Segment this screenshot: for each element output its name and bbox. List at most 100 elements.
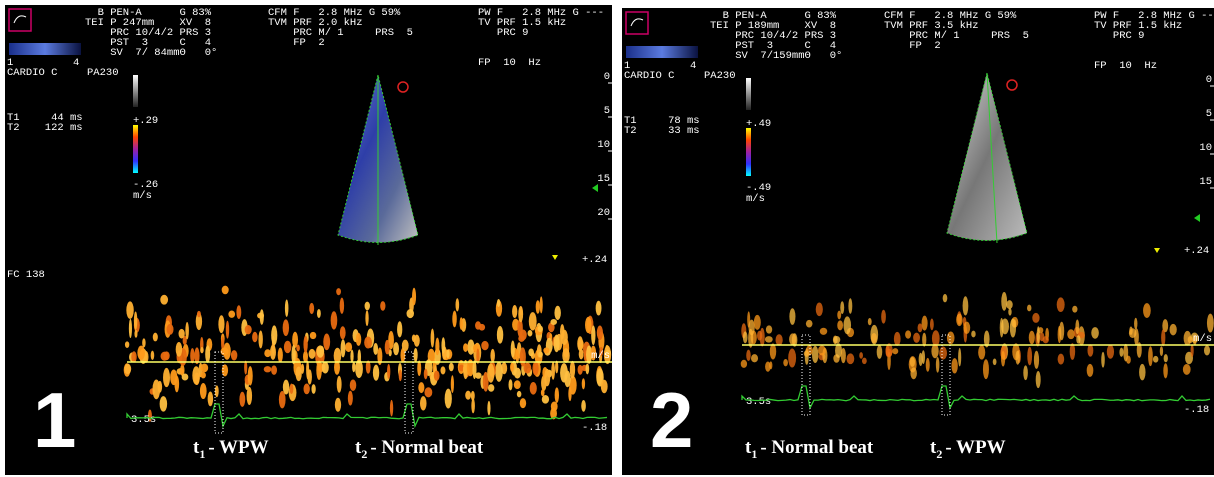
doppler-signal — [134, 311, 137, 329]
doppler-signal — [538, 352, 542, 358]
doppler-signal — [434, 370, 440, 380]
doppler-signal — [868, 318, 872, 325]
depth-label: 15 — [1199, 176, 1212, 188]
doppler-signal — [551, 362, 555, 380]
depth-label: 5 — [1206, 108, 1212, 120]
sweep-speed: 3.5s — [131, 414, 156, 426]
doppler-signal — [331, 311, 338, 329]
doppler-signal — [348, 391, 353, 406]
doppler-signal — [352, 362, 355, 372]
doppler-signal — [517, 391, 522, 397]
doppler-signal — [350, 380, 357, 391]
doppler-signal — [1164, 354, 1168, 362]
scale-unit: m/s — [746, 193, 765, 205]
doppler-signal — [514, 380, 521, 389]
mode: CARDIO C — [624, 70, 674, 82]
doppler-signal — [601, 380, 608, 393]
doppler-signal — [841, 348, 846, 363]
doppler-signal — [993, 358, 997, 365]
scale-top: +.49 — [746, 118, 771, 130]
depth-label: 0 — [1206, 74, 1212, 86]
color-scale-bar — [746, 128, 751, 176]
doppler-signal — [414, 348, 418, 362]
panel-number: 1 — [33, 376, 76, 464]
doppler-signal — [820, 328, 827, 335]
doppler-signal — [812, 346, 818, 363]
doppler-signal — [131, 351, 136, 362]
panel-number: 2 — [650, 376, 693, 464]
doppler-signal — [530, 382, 537, 395]
doppler-signal — [218, 315, 224, 333]
header-line: SV 7/159mmΘ 0° — [710, 50, 842, 62]
gain-bar — [9, 43, 81, 55]
doppler-signal — [231, 350, 237, 360]
doppler-signal — [134, 330, 137, 338]
doppler-signal — [252, 332, 258, 342]
doppler-signal — [449, 363, 454, 372]
doppler-signal — [1032, 313, 1039, 323]
doppler-signal — [387, 364, 390, 379]
header-line: SV 7/ 84mmΘ 0° — [85, 47, 217, 59]
doppler-signal — [284, 341, 292, 353]
header-line: FP 2 — [884, 40, 941, 52]
doppler-signal — [190, 348, 194, 363]
doppler-signal — [512, 305, 517, 318]
doppler-signal — [956, 313, 962, 326]
doppler-signal — [163, 368, 170, 387]
doppler-signal — [412, 288, 416, 306]
doppler-signal — [1075, 319, 1079, 334]
doppler-signal — [322, 362, 329, 374]
doppler-signal — [597, 326, 603, 340]
doppler-signal — [271, 365, 277, 375]
doppler-signal — [129, 319, 132, 338]
doppler-signal — [182, 373, 189, 380]
doppler-signal — [529, 312, 537, 330]
header-line: PRC 9 — [478, 27, 528, 39]
doppler-signal — [456, 298, 460, 311]
doppler-signal — [1037, 326, 1040, 344]
depth-label: 10 — [1199, 142, 1212, 154]
doppler-signal — [958, 348, 961, 366]
doppler-signal — [285, 299, 289, 316]
doppler-signal — [741, 360, 747, 368]
doppler-signal — [208, 391, 213, 406]
doppler-signal — [465, 391, 471, 400]
doppler-signal — [424, 369, 428, 380]
doppler-signal — [1027, 347, 1032, 366]
doppler-signal — [509, 379, 513, 390]
doppler-signal — [754, 315, 761, 330]
doppler-signal — [1143, 303, 1151, 318]
doppler-signal — [562, 348, 569, 363]
doppler-signal — [471, 398, 475, 413]
doppler-signal — [451, 375, 454, 393]
doppler-signal — [1087, 344, 1093, 356]
scale-top: +.29 — [133, 115, 158, 127]
doppler-signal — [1034, 351, 1039, 369]
caption-subscript: 2 — [361, 447, 367, 461]
doppler-signal — [487, 363, 494, 382]
doppler-signal — [1101, 352, 1105, 368]
doppler-signal — [435, 338, 439, 356]
doppler-signal — [1072, 306, 1077, 313]
velocity-unit: m/s — [591, 350, 610, 362]
doppler-signal — [1107, 345, 1114, 359]
doppler-signal — [554, 335, 560, 353]
doppler-signal — [947, 331, 955, 344]
doppler-signal — [373, 343, 378, 355]
doppler-signal — [296, 366, 302, 381]
doppler-signal — [350, 350, 353, 363]
velocity-bottom: -.18 — [582, 422, 607, 434]
doppler-signal — [1087, 364, 1094, 377]
doppler-signal — [1170, 324, 1177, 335]
doppler-signal — [270, 345, 276, 360]
doppler-signal — [520, 347, 526, 366]
doppler-signal — [167, 324, 174, 335]
doppler-signal — [1015, 351, 1020, 365]
doppler-signal — [1183, 364, 1191, 375]
doppler-signal — [397, 321, 402, 337]
doppler-signal — [560, 363, 568, 382]
doppler-signal — [1001, 292, 1007, 311]
velocity-top: +.24 — [582, 254, 607, 266]
caption-subscript: 1 — [199, 447, 205, 461]
doppler-signal — [926, 358, 930, 372]
